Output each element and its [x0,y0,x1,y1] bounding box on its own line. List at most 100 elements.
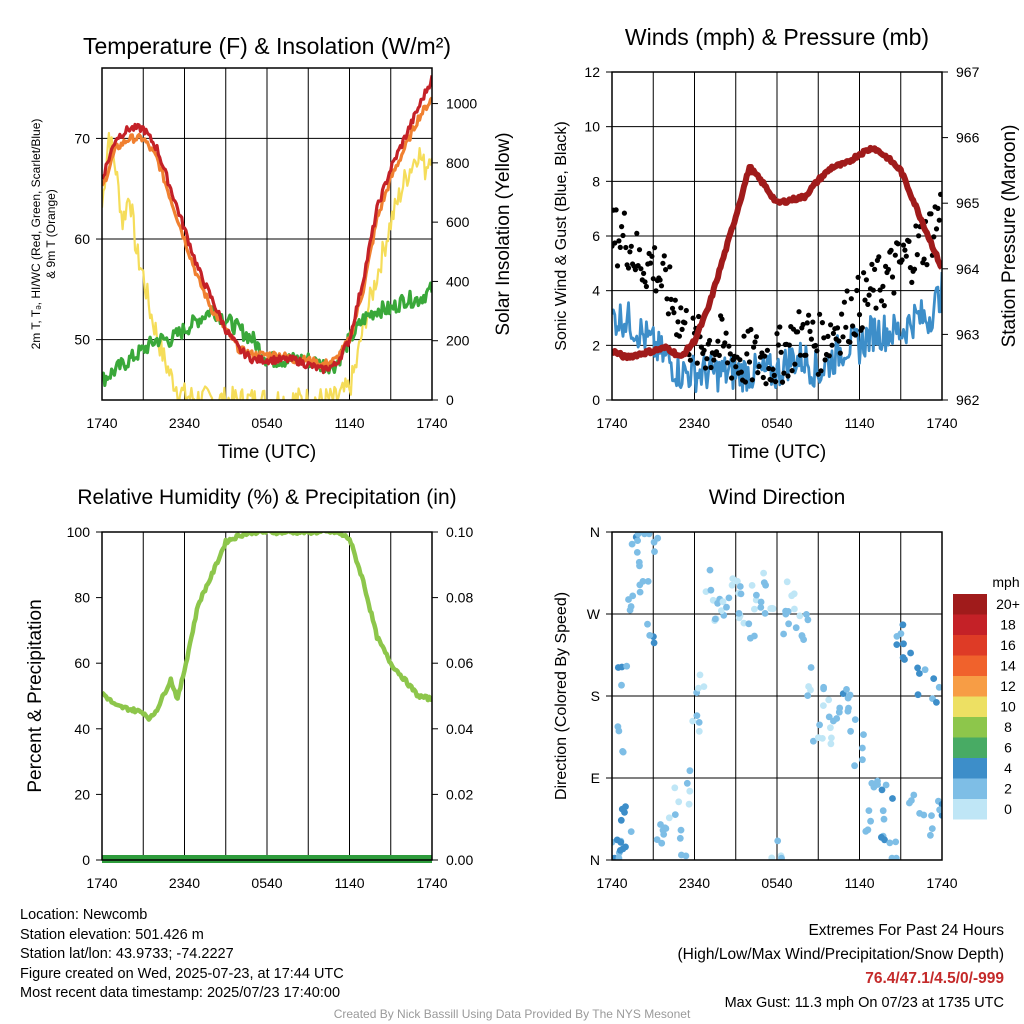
figure-created: Figure created on Wed, 2025-07-23, at 17… [20,965,344,982]
direction-point [757,598,765,606]
direction-point [695,727,703,735]
winds-xlabel: Time (UTC) [728,442,827,463]
direction-point [627,603,635,610]
gust-point [936,217,942,223]
gust-point [748,326,754,333]
direction-point [627,828,635,835]
gust-point [612,240,618,246]
gust-point [903,253,909,259]
temp-ytick-label: 50 [74,332,90,348]
direction-point [633,549,641,556]
direction-point [882,781,890,789]
gust-point [810,319,816,325]
legend-swatch [953,696,987,717]
winds-ytick-label: 0 [592,392,600,408]
gust-point [814,348,820,354]
humidity-title: Relative Humidity (%) & Precipitation (i… [77,486,456,509]
gust-point [713,349,720,355]
gust-point [627,249,633,255]
direction-point [700,683,708,690]
direction-point [851,762,858,770]
gust-point [935,205,941,211]
gust-point [682,320,688,326]
gust-point [733,364,739,370]
humidity-xtick-label: 1740 [86,875,117,891]
direction-ytick-label: S [591,688,600,704]
direction-point [792,624,800,632]
winds-ytick-right-label: 967 [956,64,980,80]
direction-point [889,795,896,802]
direction-point [683,779,691,787]
temp-frame [101,67,433,401]
gust-point [628,243,634,249]
direction-xtick-label: 1140 [844,875,874,891]
direction-point [867,817,874,825]
direction-point [677,826,685,834]
gust-point [764,347,771,353]
direction-point [865,807,873,814]
direction-point [654,534,662,542]
gust-point [933,226,940,232]
gust-point [719,316,725,322]
humidity-ytick-label: 80 [74,590,90,606]
winds-title: Winds (mph) & Pressure (mb) [625,24,929,50]
gust-point [878,298,885,304]
direction-point [707,586,715,594]
gust-point [623,244,629,251]
gust-point [642,279,648,285]
direction-point [751,632,758,640]
gust-point [760,374,766,381]
gust-point [855,274,861,280]
direction-point [768,604,776,612]
direction-point [796,612,804,620]
direction-point [685,800,693,808]
gust-point [741,333,747,339]
gust-point [771,372,777,378]
gust-point [821,335,827,341]
gust-point [702,365,709,371]
direction-point [859,756,866,764]
gust-point [777,324,783,330]
direction-point [619,748,627,756]
gust-point [781,370,787,376]
direction-point [804,616,812,624]
direction-point [650,639,658,647]
temp-ytick-right-label: 400 [446,273,470,289]
legend-swatch [953,758,987,779]
direction-point [774,837,782,845]
direction-point [835,708,843,716]
direction-point [879,807,887,815]
gust-point [647,260,654,266]
legend-swatch [953,614,987,635]
direction-xtick-label: 0540 [761,875,792,891]
direction-point [617,838,625,846]
direction-point [621,809,628,816]
direction-point [804,692,812,699]
humidity-ytick-right-label: 0.08 [446,590,473,606]
gust-point [891,290,897,296]
gust-point [834,325,841,331]
direction-point [706,566,714,574]
speed-color-legend: 20+ 18 16 14 12 10 8 6 4 2 0 [953,594,1020,820]
gust-point [755,370,761,376]
gust-point [880,283,886,289]
direction-point [803,611,810,618]
gust-point [778,349,784,355]
direction-point [870,783,878,791]
direction-point [878,786,886,794]
gust-point [837,350,843,356]
gust-point [826,353,832,359]
gust-point [756,363,762,369]
gust-point [708,364,714,371]
direction-point [753,591,760,599]
direction-point [676,834,684,842]
gust-point [840,334,846,340]
direction-point [914,664,921,672]
direction-point [757,604,765,611]
direction-point [825,696,833,704]
direction-point [778,854,785,860]
direction-point [906,799,913,807]
temperature-title: Temperature (F) & Insolation (W/m²) [83,33,451,59]
direction-point [623,662,631,670]
gust-point [668,296,674,302]
